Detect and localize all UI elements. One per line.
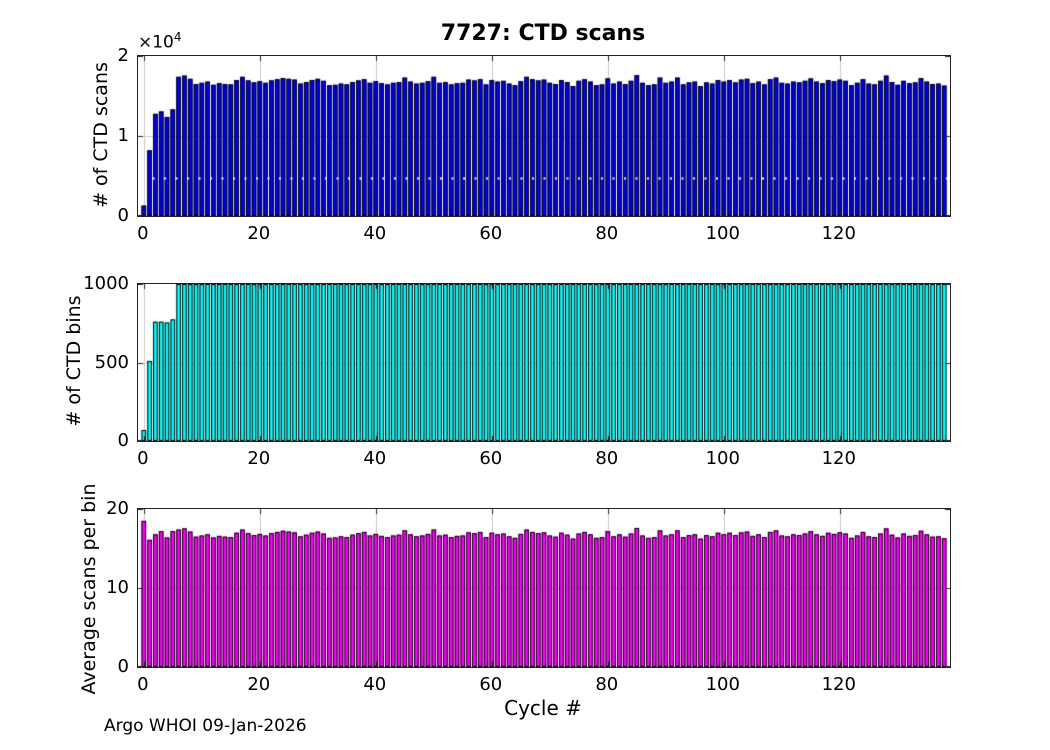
y-tick-label: 1 [117, 125, 129, 146]
ctd-bins-bars-canvas [138, 284, 950, 441]
x-tick-label: 80 [595, 448, 619, 469]
y-tick-label: 20 [106, 498, 129, 519]
x-tick-label: 60 [479, 223, 503, 244]
x-tick-label: 100 [705, 223, 740, 244]
x-tick-label: 0 [137, 674, 149, 695]
x-tick-label: 120 [821, 223, 856, 244]
y-axis-multiplier-base: ×10 [138, 32, 174, 53]
y-tick-label: 0 [117, 656, 129, 677]
x-tick-label: 40 [363, 448, 387, 469]
y-tick-label: 0 [117, 430, 129, 451]
avg-scans-bars-canvas [138, 509, 950, 667]
x-tick-label: 80 [595, 223, 619, 244]
y-tick-label: 10 [106, 577, 129, 598]
x-tick-label: 40 [363, 223, 387, 244]
x-axis-label: Cycle # [504, 696, 582, 720]
footer-text: Argo WHOI 09-Jan-2026 [104, 716, 307, 736]
y-tick-label: 500 [94, 351, 129, 373]
x-tick-label: 60 [479, 448, 503, 469]
x-tick-label: 120 [821, 674, 856, 695]
subplot-ctd-bins [137, 283, 951, 442]
x-tick-label: 100 [705, 448, 740, 469]
x-tick-label: 0 [137, 448, 149, 469]
x-tick-label: 80 [595, 674, 619, 695]
x-tick-label: 20 [247, 223, 271, 244]
x-tick-label: 60 [479, 674, 503, 695]
subplot-avg-scans-per-bin [137, 508, 951, 668]
x-tick-label: 20 [247, 674, 271, 695]
x-tick-label: 40 [363, 674, 387, 695]
y-axis-multiplier-exponent: 4 [173, 30, 182, 44]
chart-title: 7727: CTD scans [440, 21, 646, 46]
x-tick-label: 120 [821, 448, 856, 469]
y-axis-multiplier: ×104 [138, 30, 182, 53]
y-tick-label: 2 [117, 45, 129, 66]
x-tick-label: 0 [137, 223, 149, 244]
y-tick-label: 0 [117, 205, 129, 226]
x-tick-label: 20 [247, 448, 271, 469]
y-tick-label: 1000 [83, 273, 129, 294]
subplot-ctd-scans [137, 55, 951, 217]
ctd-scans-bars-canvas [138, 56, 950, 216]
x-tick-label: 100 [705, 674, 740, 695]
